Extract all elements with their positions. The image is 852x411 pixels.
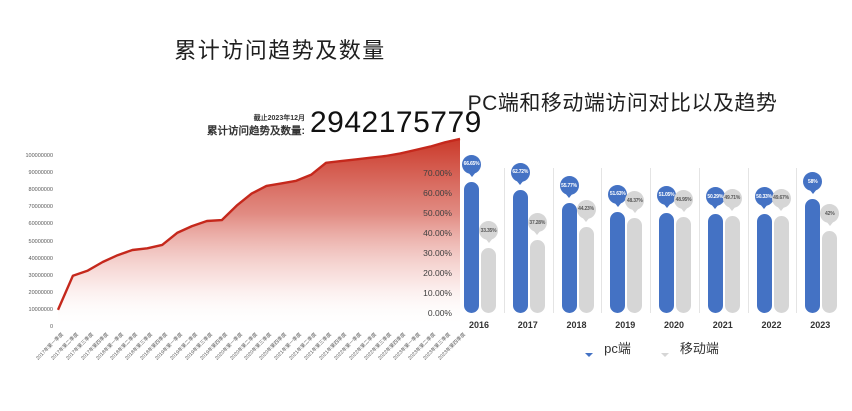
left-y-tick-label: 10000000 [28, 306, 53, 313]
mobile-value-bubble: 49.67% [771, 188, 791, 208]
mobile-bar [724, 215, 740, 313]
legend-pointer-icon [585, 352, 594, 357]
left-y-tick-label: 70000000 [28, 204, 53, 211]
category-label: 2022 [761, 320, 782, 330]
mobile-value-bubble: 44.23% [576, 199, 596, 219]
bubble-pointer [467, 171, 476, 177]
category-label: 2018 [566, 320, 587, 330]
pc-legend-icon [581, 339, 597, 357]
pc-value-bubble: 66.65% [462, 154, 481, 174]
category-label: 2020 [663, 320, 685, 330]
right-y-tick-label: 50.00% [423, 208, 452, 218]
bubble-pointer [728, 205, 737, 211]
pc-bar [610, 211, 626, 313]
bubble-pointer [662, 202, 671, 208]
bubble-pointer [808, 189, 817, 194]
left-y-tick-label: 40000000 [28, 255, 53, 262]
mobile-value-bubble: 48.37% [625, 191, 645, 211]
left-y-tick-label: 0 [49, 324, 53, 330]
group-divider [601, 168, 603, 313]
bubble-pointer [630, 208, 639, 214]
bubble-pointer [582, 216, 590, 222]
pc-value-bubble: 55.77% [559, 176, 579, 196]
mobile-bar [481, 248, 496, 313]
pc-value-bubble: 58% [803, 172, 823, 191]
bubble-pointer [777, 205, 785, 211]
left-y-tick-label: 90000000 [28, 170, 53, 177]
mobile-value-bubble: 48.95% [674, 190, 693, 210]
bubble-pointer [679, 207, 688, 213]
right-y-tick-label: 40.00% [423, 228, 452, 238]
right-chart-title: PC端和移动端访问对比以及趋势 [467, 92, 778, 115]
left-chart-stat-value: 2942175779 [310, 106, 482, 139]
group-divider [503, 168, 505, 313]
left-chart-date-note: 截止2023年12月 [253, 115, 305, 122]
pc-bar [512, 189, 528, 313]
category-label: 2019 [615, 320, 636, 330]
mobile-bar [529, 240, 545, 313]
bubble-pointer [760, 204, 768, 210]
pc-bar [561, 203, 577, 313]
bubble-pointer [613, 201, 622, 207]
right-chart-legend: pc端 移动端 [455, 338, 845, 357]
area-line [56, 137, 461, 311]
category-label: 2021 [712, 320, 733, 330]
bubble-pointer [825, 221, 834, 226]
pc-bar [756, 214, 772, 313]
legend-item-mobile: 移动端 [657, 338, 719, 357]
pc-value-bubble: 50.33% [754, 187, 774, 207]
pc-bar [464, 181, 479, 313]
pc-value-bubble: 62.72% [510, 162, 530, 182]
mobile-value-bubble: 37.28% [527, 213, 547, 233]
left-chart-stat-label: 累计访问趋势及数量: [207, 125, 305, 137]
group-divider [698, 168, 700, 313]
legend-label: pc端 [604, 341, 631, 356]
bubble-pointer [711, 204, 720, 210]
legend-item-pc: pc端 [581, 338, 631, 357]
left-y-tick-label: 80000000 [28, 187, 53, 194]
mobile-bar [773, 215, 789, 313]
group-divider [796, 168, 798, 313]
mobile-value-bubble: 42% [820, 204, 840, 223]
area-chart-svg [56, 137, 461, 327]
left-y-tick-label: 50000000 [28, 238, 53, 245]
legend-pointer-icon [660, 352, 669, 357]
left-y-tick-label: 60000000 [28, 221, 53, 228]
mobile-bar [578, 226, 594, 313]
bubble-pointer [516, 179, 525, 185]
group-divider [747, 168, 749, 313]
group-divider [552, 168, 554, 313]
left-y-tick-label: 100000000 [25, 153, 53, 159]
mobile-bar [627, 218, 643, 313]
pc-value-bubble: 50.29% [705, 187, 725, 207]
pc-bar [659, 212, 674, 313]
right-y-tick-label: 70.00% [423, 168, 452, 178]
mobile-value-bubble: 33.35% [479, 221, 498, 241]
mobile-bar [822, 231, 838, 313]
left-y-tick-label: 30000000 [28, 272, 53, 279]
category-label: 2017 [517, 320, 538, 330]
right-y-tick-label: 60.00% [423, 188, 452, 198]
category-label: 2016 [468, 320, 490, 330]
mobile-value-bubble: 49.71% [722, 188, 742, 208]
right-y-tick-label: 20.00% [423, 268, 452, 278]
pc-bar [707, 214, 723, 313]
group-divider [650, 168, 651, 313]
bubble-pointer [565, 193, 573, 199]
left-y-tick-label: 20000000 [28, 289, 53, 296]
right-y-tick-label: 30.00% [423, 248, 452, 258]
mobile-bar [676, 217, 691, 313]
bubble-pointer [533, 230, 542, 236]
right-y-tick-label: 0.00% [427, 308, 452, 318]
mobile-legend-icon [657, 339, 673, 357]
left-chart-title: 累计访问趋势及数量 [174, 38, 386, 63]
bubble-pointer [484, 238, 493, 244]
pc-value-bubble: 51.05% [657, 185, 676, 205]
pc-value-bubble: 51.63% [608, 184, 628, 204]
legend-label: 移动端 [679, 341, 719, 356]
category-label: 2023 [810, 320, 831, 330]
pc-bar [805, 199, 821, 313]
area-fill [58, 138, 460, 327]
right-y-tick-label: 10.00% [423, 288, 452, 298]
